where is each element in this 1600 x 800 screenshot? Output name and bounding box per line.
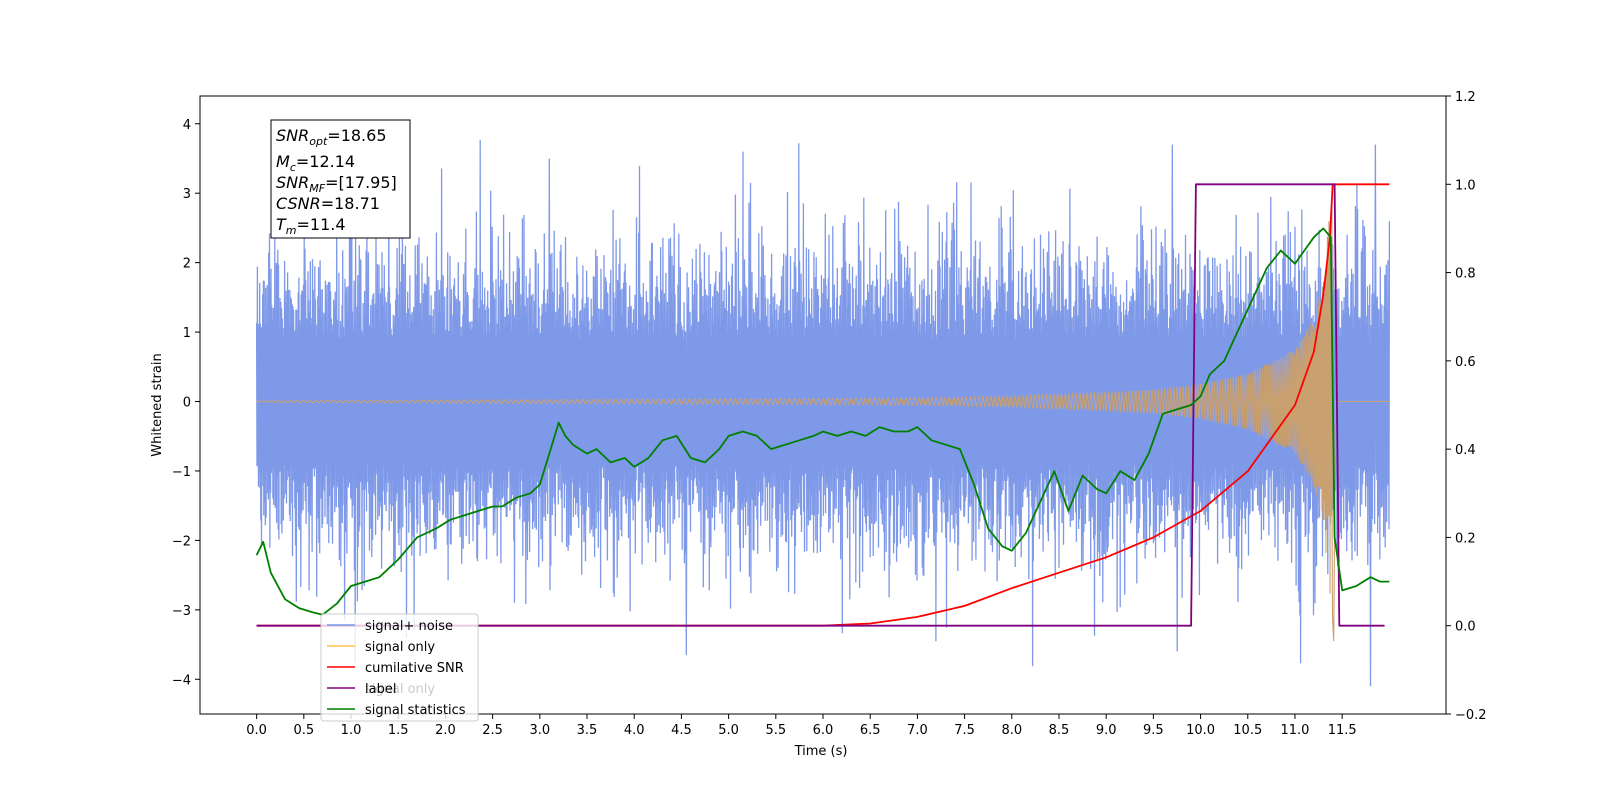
x-tick-label: 6.0 [813,723,834,738]
x-axis: 0.0 0.5 1.0 1.5 2.0 2.5 3.0 3.5 4.0 4.5 5.0 5.5 6.0 6… [246,714,1357,738]
x-tick-label: 9.0 [1096,723,1117,738]
y2-tick-label: −0.2 [1455,708,1487,723]
x-tick-label: 2.0 [435,723,456,738]
y-axis-label: Whitened strain [150,353,165,456]
y-tick-label: −3 [172,604,191,619]
series-signal-noise [255,139,1391,687]
x-tick-label: 5.5 [765,723,786,738]
y-tick-label: 1 [183,326,191,341]
series-signal-statistics [255,227,1390,616]
x-tick-label: 0.5 [293,723,314,738]
x-tick-label: 7.5 [954,723,975,738]
x-tick-label: 6.5 [860,723,881,738]
x-tick-label: 5.0 [718,723,739,738]
y-tick-label: −1 [172,465,191,480]
y-tick-label: 0 [183,396,191,411]
y-axis-right: 1.2 1.0 0.8 0.6 0.4 0.2 0.0 −0.2 [1446,90,1487,723]
x-tick-label: 3.5 [577,723,598,738]
x-axis-label: Time (s) [794,744,848,759]
y-axis-left: 4 3 2 1 0 −1 −2 −3 −4 [172,118,200,688]
x-tick-label: 1.5 [388,723,409,738]
x-tick-label: 10.0 [1186,723,1215,738]
legend-label-signal-noise: signal+ noise [365,619,453,634]
y-tick-label: −2 [172,534,191,549]
x-tick-label: 11.5 [1328,723,1357,738]
legend-hidden-overlap-text: signal only [365,682,435,697]
x-tick-label: 0.0 [246,723,267,738]
legend-label-signal-only: signal only [365,640,435,655]
annotation-box: SNRopt=18.65 Mc=12.14 SNRMF=[17.95] CSNR… [270,119,411,239]
series-label [256,183,1385,627]
tm-text: Tm=11.4 [276,215,346,237]
y-tick-label: 3 [183,187,191,202]
y2-tick-label: 0.6 [1455,355,1476,370]
x-tick-label: 8.5 [1049,723,1070,738]
legend-label-signal-statistics: signal statistics [365,703,466,718]
legend-label-cumulative-snr: cumilative SNR [365,661,464,676]
y2-tick-label: 0.0 [1455,620,1476,635]
x-tick-label: 2.5 [482,723,503,738]
legend: signal+ noise signal only cumilative SNR… [320,613,479,722]
x-tick-label: 3.0 [529,723,550,738]
y-tick-label: −4 [172,673,191,688]
x-tick-label: 1.0 [341,723,362,738]
y-tick-label: 2 [183,257,191,272]
y2-tick-label: 0.2 [1455,531,1476,546]
mc-text: Mc=12.14 [276,152,355,174]
series-cumulative-snr [256,183,1390,627]
y2-tick-label: 1.0 [1455,178,1476,193]
y2-tick-label: 0.4 [1455,443,1476,458]
x-tick-label: 10.5 [1233,723,1262,738]
x-tick-label: 8.0 [1001,723,1022,738]
x-tick-label: 4.5 [671,723,692,738]
y-tick-label: 4 [183,118,191,133]
legend-label-label: label [365,682,396,697]
x-tick-label: 11.0 [1280,723,1309,738]
snr-opt-text: SNRopt=18.65 [276,126,387,148]
plot-area [255,139,1391,687]
x-tick-label: 9.5 [1143,723,1164,738]
x-tick-label: 4.0 [624,723,645,738]
series-signal-only [256,202,1390,642]
x-tick-label: 7.0 [907,723,928,738]
y2-tick-label: 1.2 [1455,90,1476,105]
snr-mf-text: SNRMF=[17.95] [276,173,397,195]
y2-tick-label: 0.8 [1455,267,1476,282]
csnr-text: CSNR=18.71 [276,194,380,213]
